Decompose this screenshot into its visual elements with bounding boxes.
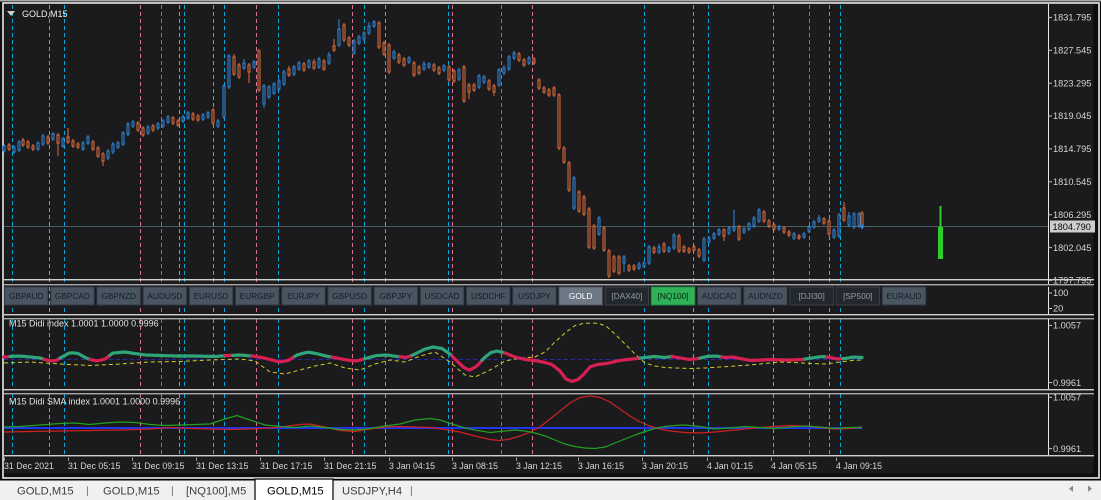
svg-text:[NQ100]: [NQ100] <box>658 291 689 301</box>
svg-text:0.9961: 0.9961 <box>1053 378 1081 388</box>
svg-text:3 Jan 08:15: 3 Jan 08:15 <box>452 461 498 471</box>
svg-text:|: | <box>171 485 174 497</box>
svg-text:1.0057: 1.0057 <box>1053 393 1081 403</box>
svg-text:GBPUSD: GBPUSD <box>332 291 367 301</box>
svg-text:EURUSD: EURUSD <box>194 291 229 301</box>
svg-text:31 Dec 09:15: 31 Dec 09:15 <box>132 461 184 471</box>
svg-text:1823.295: 1823.295 <box>1053 78 1091 88</box>
svg-text:3 Jan 12:15: 3 Jan 12:15 <box>516 461 562 471</box>
svg-text:|: | <box>410 485 413 497</box>
svg-text:20: 20 <box>1053 304 1063 314</box>
svg-text:4 Jan 09:15: 4 Jan 09:15 <box>836 461 882 471</box>
svg-text:[DAX40]: [DAX40] <box>611 291 642 301</box>
svg-text:3 Jan 20:15: 3 Jan 20:15 <box>642 461 688 471</box>
svg-text:USDCAD: USDCAD <box>425 291 460 301</box>
svg-text:AUDCAD: AUDCAD <box>702 291 737 301</box>
svg-text:M15 Didi SMA index 1.0001 1.00: M15 Didi SMA index 1.0001 1.0000 0.9996 <box>9 397 180 407</box>
svg-text:GOLD,M15: GOLD,M15 <box>17 486 74 498</box>
svg-text:31 Dec 13:15: 31 Dec 13:15 <box>196 461 248 471</box>
svg-text:1806.295: 1806.295 <box>1053 210 1091 220</box>
svg-text:GOLD,M15: GOLD,M15 <box>103 486 160 498</box>
svg-text:[NQ100],M5: [NQ100],M5 <box>186 486 246 498</box>
svg-text:GBPAUD: GBPAUD <box>9 291 43 301</box>
svg-text:USDJPY: USDJPY <box>518 291 551 301</box>
svg-text:1797.795: 1797.795 <box>1053 276 1091 286</box>
svg-text:GOLD,M15: GOLD,M15 <box>22 9 68 19</box>
svg-text:GBPCAD: GBPCAD <box>55 291 90 301</box>
svg-text:1831.795: 1831.795 <box>1053 13 1091 23</box>
svg-text:1819.045: 1819.045 <box>1053 111 1091 121</box>
svg-text:1804.790: 1804.790 <box>1053 222 1091 232</box>
svg-text:1814.795: 1814.795 <box>1053 144 1091 154</box>
svg-text:1827.545: 1827.545 <box>1053 46 1091 56</box>
svg-text:EURGBP: EURGBP <box>240 291 276 301</box>
svg-text:31 Dec 21:15: 31 Dec 21:15 <box>324 461 376 471</box>
svg-text:4 Jan 05:15: 4 Jan 05:15 <box>771 461 817 471</box>
svg-text:AUDNZD: AUDNZD <box>748 291 783 301</box>
svg-text:1802.045: 1802.045 <box>1053 243 1091 253</box>
svg-text:3 Jan 16:15: 3 Jan 16:15 <box>578 461 624 471</box>
svg-text:|: | <box>86 485 89 497</box>
svg-text:100: 100 <box>1053 288 1068 298</box>
svg-text:[SP500]: [SP500] <box>843 291 873 301</box>
svg-text:31 Dec 2021: 31 Dec 2021 <box>4 461 54 471</box>
svg-text:EURAUD: EURAUD <box>887 291 922 301</box>
svg-text:1810.545: 1810.545 <box>1053 177 1091 187</box>
svg-text:3 Jan 04:15: 3 Jan 04:15 <box>389 461 435 471</box>
svg-text:[DJI30]: [DJI30] <box>799 291 825 301</box>
svg-text:GBPJPY: GBPJPY <box>379 291 412 301</box>
svg-text:4 Jan 01:15: 4 Jan 01:15 <box>707 461 753 471</box>
svg-text:GBPNZD: GBPNZD <box>101 291 136 301</box>
svg-text:31 Dec 17:15: 31 Dec 17:15 <box>260 461 312 471</box>
svg-text:M15 Didi index 1.0001 1.0000 0: M15 Didi index 1.0001 1.0000 0.9996 <box>9 319 159 329</box>
svg-text:EURJPY: EURJPY <box>287 291 320 301</box>
svg-text:GOLD,M15: GOLD,M15 <box>267 486 324 498</box>
svg-text:GOLD: GOLD <box>569 291 593 301</box>
svg-text:31 Dec 05:15: 31 Dec 05:15 <box>68 461 120 471</box>
svg-text:USDJPY,H4: USDJPY,H4 <box>342 486 402 498</box>
svg-text:AUDUSD: AUDUSD <box>147 291 182 301</box>
svg-text:USDCHF: USDCHF <box>471 291 506 301</box>
svg-text:0.9961: 0.9961 <box>1053 444 1081 454</box>
svg-text:1.0057: 1.0057 <box>1053 321 1081 331</box>
